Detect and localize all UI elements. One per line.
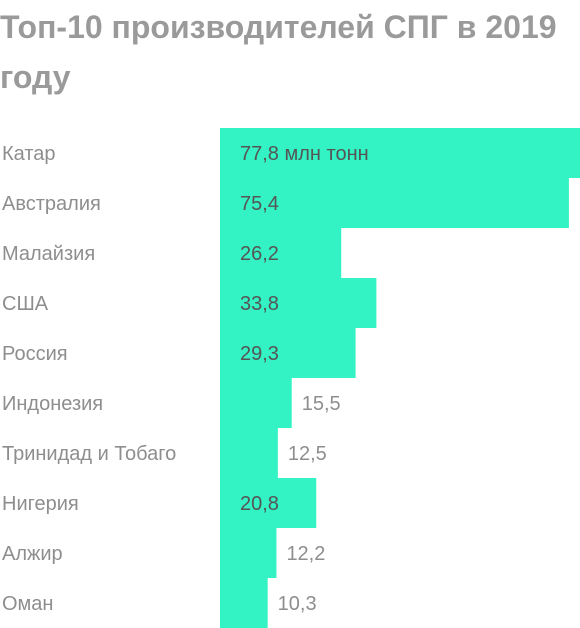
category-label: Нигерия [2, 493, 79, 515]
bar [220, 128, 580, 178]
bar [220, 528, 277, 578]
value-label: 12,2 [286, 543, 325, 565]
bar [220, 328, 356, 378]
value-label: 12,5 [288, 443, 327, 465]
chart-title: Топ-10 производителей СПГ в 2019 году [0, 9, 557, 95]
category-label: Алжир [2, 543, 63, 565]
category-label: Австралия [2, 193, 101, 215]
value-label: 10,3 [278, 593, 317, 615]
bar [220, 278, 377, 328]
category-label: Малайзия [2, 243, 95, 265]
bar [220, 178, 569, 228]
bar [220, 578, 268, 628]
category-label: Индонезия [2, 393, 103, 415]
value-label: 26,2 [240, 243, 279, 265]
value-label: 29,3 [240, 343, 279, 365]
bar [220, 478, 317, 528]
bar [220, 378, 292, 428]
category-label: Россия [2, 343, 68, 365]
category-label: Катар [2, 143, 56, 165]
bar [220, 228, 342, 278]
category-label: Тринидад и Тобаго [2, 443, 176, 465]
value-label: 15,5 [302, 393, 341, 415]
bar [220, 428, 278, 478]
value-label: 20,8 [240, 493, 279, 515]
category-label: США [2, 293, 49, 315]
category-label: Оман [2, 593, 53, 615]
value-label: 75,4 [240, 193, 279, 215]
value-label: 77,8 млн тонн [240, 143, 369, 165]
value-label: 33,8 [240, 293, 279, 315]
